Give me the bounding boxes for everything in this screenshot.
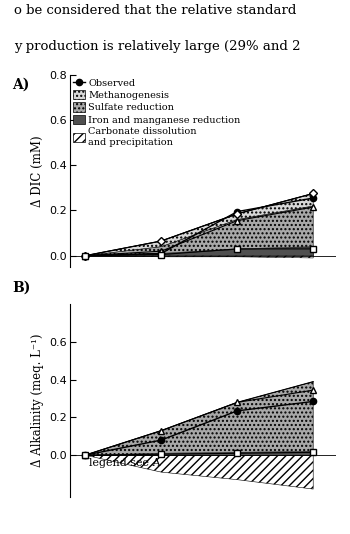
Legend: Observed, Methanogenesis, Sulfate reduction, Iron and manganese reduction, Carbo: Observed, Methanogenesis, Sulfate reduct… bbox=[72, 77, 242, 148]
Y-axis label: Δ Alkalinity (meq. L⁻¹): Δ Alkalinity (meq. L⁻¹) bbox=[31, 334, 44, 467]
Y-axis label: Δ DIC (mM): Δ DIC (mM) bbox=[31, 135, 44, 207]
Text: legend see A: legend see A bbox=[89, 458, 161, 468]
Text: A): A) bbox=[12, 77, 30, 91]
Text: B): B) bbox=[12, 280, 31, 294]
Text: y production is relatively large (29% and 2: y production is relatively large (29% an… bbox=[14, 40, 301, 53]
Text: o be considered that the relative standard: o be considered that the relative standa… bbox=[14, 4, 296, 17]
